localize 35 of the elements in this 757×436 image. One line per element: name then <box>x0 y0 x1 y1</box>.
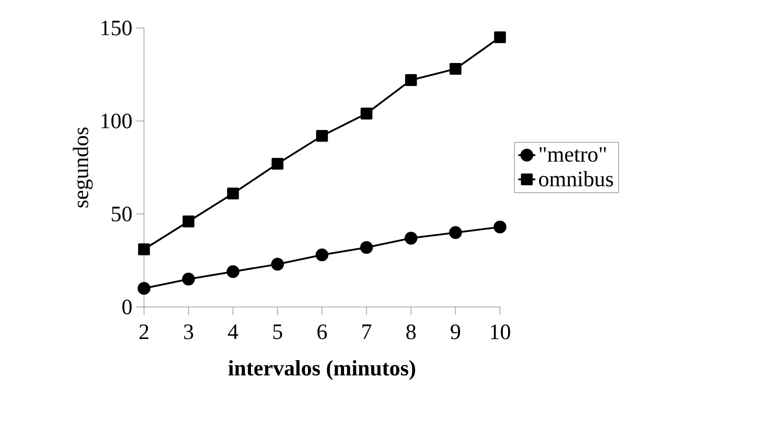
point <box>316 248 328 262</box>
y-tick-label: 0 <box>122 300 132 314</box>
x-tick-label: 2 <box>140 324 148 340</box>
x-tick-label: 10 <box>490 324 510 340</box>
x-tick-label: 3 <box>184 324 194 340</box>
point <box>271 258 284 271</box>
point <box>227 188 239 200</box>
point <box>404 232 418 245</box>
x-tick-label: 4 <box>228 324 238 339</box>
x-tick-label: 6 <box>317 324 327 340</box>
x-axis-title: intervalos (minutos) <box>228 360 416 380</box>
x-tick-label: 9 <box>450 324 460 340</box>
y-tick-label: 150 <box>102 20 132 36</box>
x-tick-label: 5 <box>273 324 282 340</box>
point <box>226 265 240 278</box>
point <box>138 282 150 295</box>
point <box>138 243 150 256</box>
point <box>450 63 462 75</box>
y-tick-label: 100 <box>102 114 132 128</box>
x-tick-label: 8 <box>406 324 416 340</box>
point <box>405 74 417 86</box>
point <box>182 216 194 228</box>
point <box>272 158 284 170</box>
x-tick-label: 7 <box>362 324 372 339</box>
y-tick-label: 50 <box>112 206 132 222</box>
legend-label: omnibus <box>539 171 613 186</box>
point <box>449 226 462 239</box>
point <box>494 31 506 44</box>
point <box>360 108 372 120</box>
y-axis-title: segundos <box>72 127 93 208</box>
point <box>360 241 373 254</box>
legend-label: "metro" <box>540 147 606 162</box>
point <box>494 220 506 234</box>
point <box>182 272 195 286</box>
point <box>316 130 328 142</box>
